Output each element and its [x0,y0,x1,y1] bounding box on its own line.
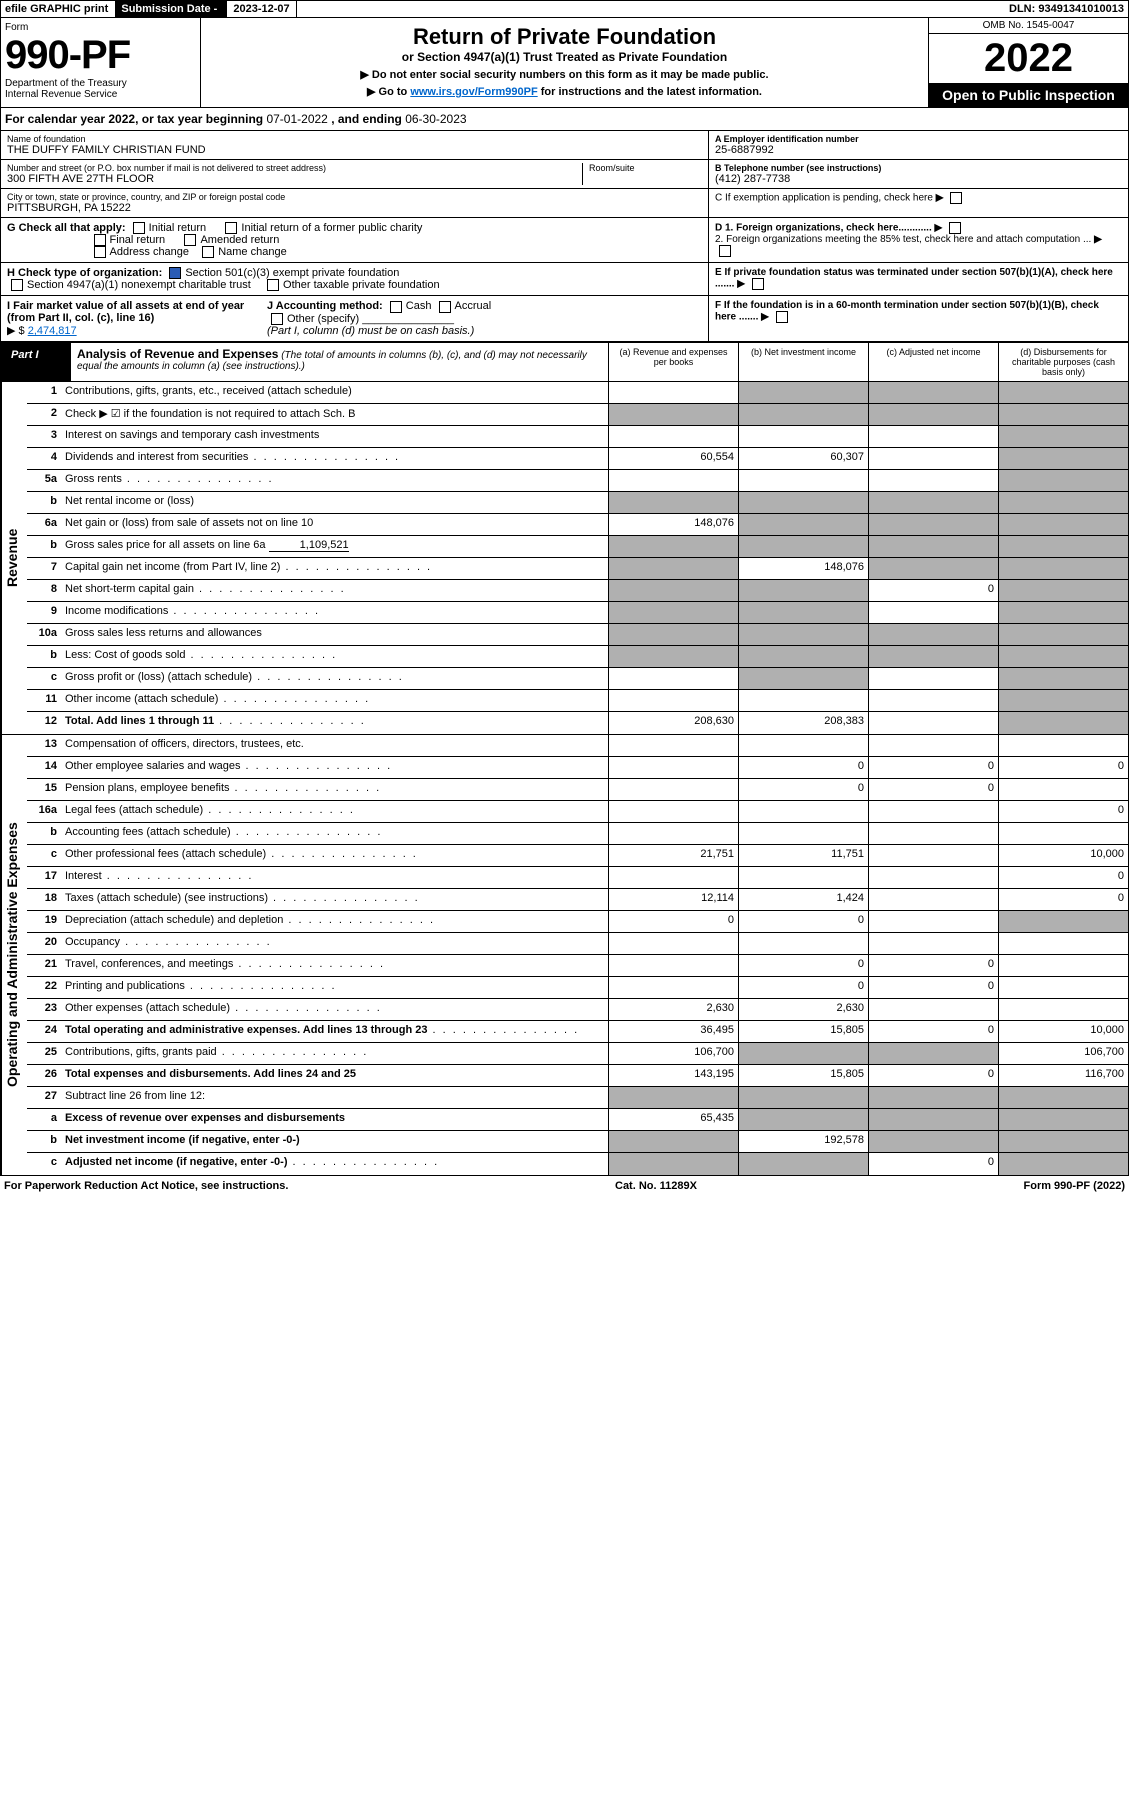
e-label: E If private foundation status was termi… [715,267,1113,290]
g-label: G Check all that apply: [7,222,126,234]
expenses-grid: Operating and Administrative Expenses 13… [0,735,1129,1176]
instr1: ▶ Do not enter social security numbers o… [207,68,922,81]
instr2-pre: ▶ Go to [367,86,410,98]
part1-tab: Part I [1,343,71,381]
cal-label: For calendar year 2022, or tax year begi… [5,112,266,126]
city-label: City or town, state or province, country… [7,192,702,202]
col-d: (d) Disbursements for charitable purpose… [998,343,1128,381]
cal-begin: 07-01-2022 [266,112,327,126]
e-checkbox[interactable] [752,278,764,290]
revenue-side: Revenue [1,382,27,734]
telephone: (412) 287-7738 [715,173,1122,185]
h-other-taxable[interactable] [267,279,279,291]
j-other[interactable] [271,313,283,325]
subdate-value: 2023-12-07 [226,0,296,18]
f-label: F If the foundation is in a 60-month ter… [715,300,1099,323]
dept: Department of the Treasury [5,78,196,89]
form-subtitle: or Section 4947(a)(1) Trust Treated as P… [207,50,922,64]
tax-year: 2022 [929,34,1128,83]
g-amended[interactable] [184,234,196,246]
g-final-return[interactable] [94,234,106,246]
d2-checkbox[interactable] [719,245,731,257]
j-note: (Part I, column (d) must be on cash basi… [267,325,474,337]
efile-label: efile GRAPHIC print [5,3,108,15]
col-c: (c) Adjusted net income [868,343,998,381]
header-right: OMB No. 1545-0047 2022 Open to Public In… [928,18,1128,107]
d2: 2. Foreign organizations meeting the 85%… [715,234,1091,245]
city-state-zip: PITTSBURGH, PA 15222 [7,202,702,214]
footer-mid: Cat. No. 11289X [615,1180,697,1192]
g-address-change[interactable] [94,246,106,258]
header-left: Form 990-PF Department of the Treasury I… [1,18,201,107]
f-checkbox[interactable] [776,311,788,323]
g-initial-return[interactable] [133,222,145,234]
col-a: (a) Revenue and expenses per books [608,343,738,381]
header-center: Return of Private Foundation or Section … [201,18,928,107]
j-label: J Accounting method: [267,300,383,312]
open-inspection: Open to Public Inspection [929,83,1128,107]
footer-right: Form 990-PF (2022) [1024,1180,1125,1192]
section-g-d: G Check all that apply: Initial return I… [0,218,1129,263]
expenses-side: Operating and Administrative Expenses [1,735,27,1175]
i-value: 2,474,817 [28,325,77,337]
h-4947[interactable] [11,279,23,291]
d1: D 1. Foreign organizations, check here..… [715,223,932,234]
footer: For Paperwork Reduction Act Notice, see … [0,1176,1129,1196]
foundation-name: THE DUFFY FAMILY CHRISTIAN FUND [7,144,702,156]
address: 300 FIFTH AVE 27TH FLOOR [7,173,582,185]
j-cash[interactable] [390,301,402,313]
name-label: Name of foundation [7,134,702,144]
irs: Internal Revenue Service [5,89,196,100]
room-label: Room/suite [589,163,702,173]
subdate-label: Submission Date - [115,1,226,17]
revenue-grid: Revenue 1Contributions, gifts, grants, e… [0,382,1129,735]
g-name-change[interactable] [202,246,214,258]
dln: DLN: 93491341010013 [1009,3,1124,15]
instr2-post: for instructions and the latest informat… [538,86,762,98]
ein: 25-6887992 [715,144,1122,156]
form-title: Return of Private Foundation [207,24,922,50]
h-501c3[interactable] [169,267,181,279]
i-label: I Fair market value of all assets at end… [7,300,244,324]
section-h-e: H Check type of organization: Section 50… [0,263,1129,296]
addr-label: Number and street (or P.O. box number if… [7,163,582,173]
part1-title: Analysis of Revenue and Expenses [77,347,278,361]
footer-left: For Paperwork Reduction Act Notice, see … [4,1180,288,1192]
identification-block: Name of foundation THE DUFFY FAMILY CHRI… [0,131,1129,218]
top-bar: efile GRAPHIC print Submission Date - 20… [0,0,1129,18]
omb-number: OMB No. 1545-0047 [929,18,1128,34]
ein-label: A Employer identification number [715,134,859,144]
j-accrual[interactable] [439,301,451,313]
section-ij-f: I Fair market value of all assets at end… [0,296,1129,342]
part1-header: Part I Analysis of Revenue and Expenses … [0,342,1129,382]
d1-checkbox[interactable] [949,222,961,234]
h-label: H Check type of organization: [7,267,162,279]
form-number: 990-PF [5,33,196,78]
tel-label: B Telephone number (see instructions) [715,163,881,173]
form-label: Form [5,22,196,33]
c-label: C If exemption application is pending, c… [715,193,933,204]
cal-end: 06-30-2023 [405,112,466,126]
calendar-year-row: For calendar year 2022, or tax year begi… [0,107,1129,131]
col-b: (b) Net investment income [738,343,868,381]
c-checkbox[interactable] [950,192,962,204]
form-header: Form 990-PF Department of the Treasury I… [0,18,1129,107]
cal-mid: , and ending [331,112,405,126]
instr-link[interactable]: www.irs.gov/Form990PF [410,86,537,98]
g-initial-former[interactable] [225,222,237,234]
